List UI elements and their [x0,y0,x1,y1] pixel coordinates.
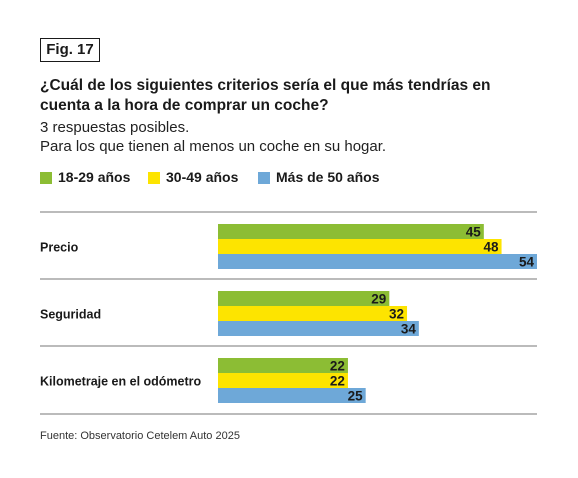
bar-kilometraje-en-el-odometro-18-29-anos [218,358,348,373]
legend-label-18-29: 18-29 años [58,169,131,185]
data-label-precio-18-29-anos: 45 [466,225,482,240]
legend-swatch-18-29 [40,172,52,184]
data-label-seguridad-mas-de-50-anos: 34 [401,322,417,337]
bar-seguridad-30-49-anos [218,306,408,321]
data-label-precio-mas-de-50-anos: 54 [519,255,535,270]
bar-seguridad-mas-de-50-anos [218,321,419,336]
chart-title: ¿Cuál de los siguientes criterios sería … [40,77,491,114]
category-label-seguridad: Seguridad [40,308,101,322]
data-label-kilometraje-en-el-odometro-18-29-anos: 22 [330,359,345,374]
data-label-precio-30-49-anos: 48 [484,240,500,255]
subtitle-line-1: 3 respuestas posibles. [40,119,190,136]
data-label-kilometraje-en-el-odometro-mas-de-50-anos: 25 [348,389,364,404]
bar-precio-18-29-anos [218,224,484,239]
legend-label-30-49: 30-49 años [166,169,239,185]
legend-swatch-30-49 [148,172,160,184]
category-label-precio: Precio [40,241,79,255]
legend-label-50-plus: Más de 50 años [276,169,380,185]
figure-label: Fig. 17 [40,38,100,62]
bar-precio-mas-de-50-anos [218,254,537,269]
source-note: Fuente: Observatorio Cetelem Auto 2025 [40,430,240,442]
data-label-seguridad-30-49-anos: 32 [389,307,404,322]
bar-seguridad-18-29-anos [218,291,390,306]
data-label-kilometraje-en-el-odometro-30-49-anos: 22 [330,374,345,389]
legend-swatch-50-plus [258,172,270,184]
bar-precio-30-49-anos [218,239,502,254]
category-label-kilometraje-en-el-odometro: Kilometraje en el odómetro [40,375,202,389]
subtitle-line-2: Para los que tienen al menos un coche en… [40,138,387,155]
bar-kilometraje-en-el-odometro-30-49-anos [218,373,348,388]
data-label-seguridad-18-29-anos: 29 [371,292,386,307]
bar-kilometraje-en-el-odometro-mas-de-50-anos [218,388,366,403]
